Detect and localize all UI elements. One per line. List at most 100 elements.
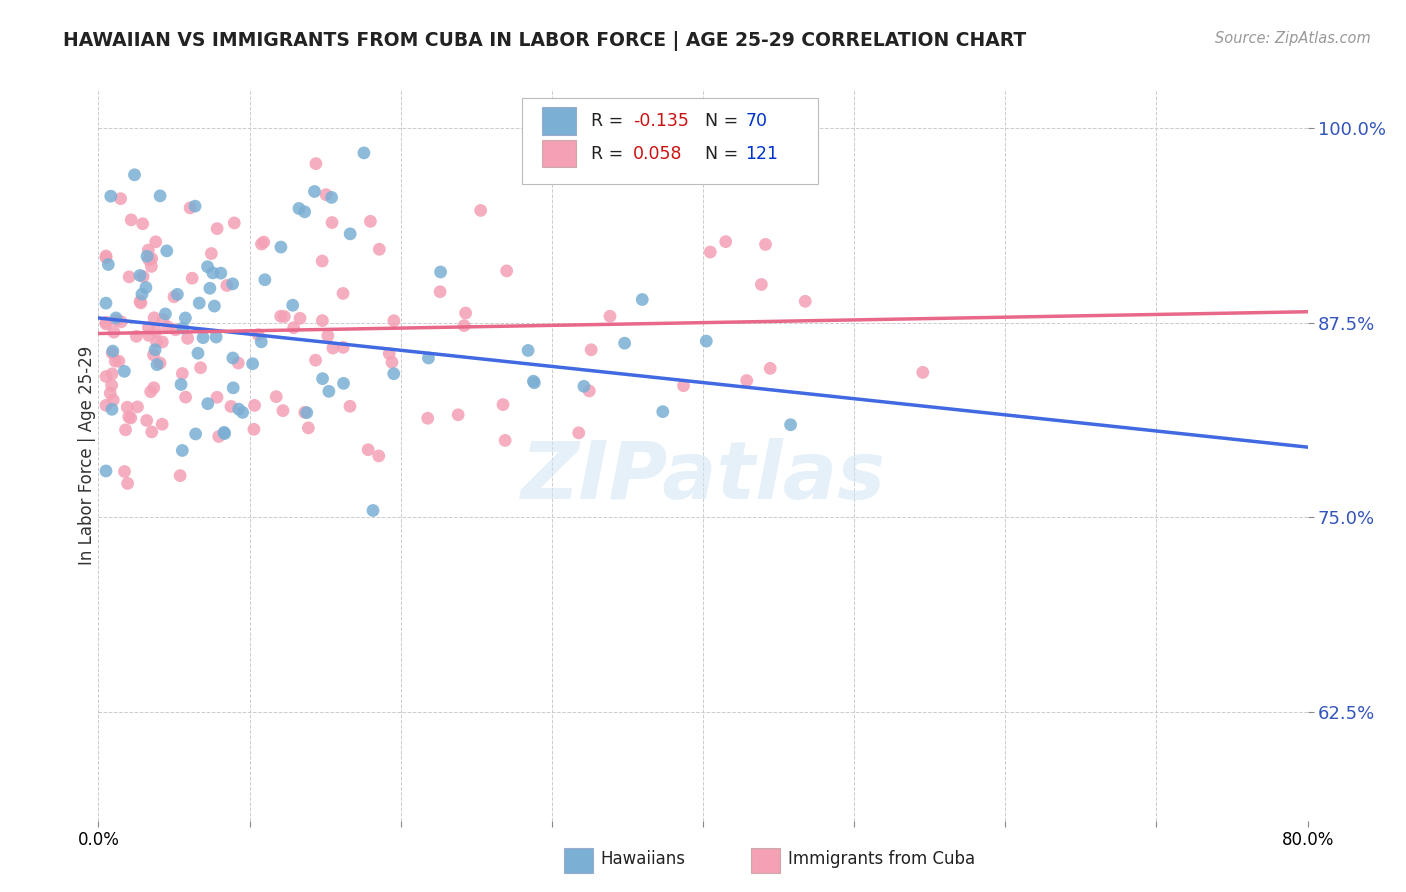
- Point: [145, 235, 167, 249]
- Point: [131, 217, 153, 231]
- Point: [94, 296, 117, 310]
- Point: [243, 422, 266, 436]
- Point: [205, 390, 228, 404]
- Point: [145, 324, 167, 338]
- Point: [190, 360, 212, 375]
- Point: [911, 365, 934, 379]
- Point: [754, 237, 776, 252]
- Text: 0.058: 0.058: [633, 145, 682, 162]
- Point: [127, 400, 149, 414]
- Point: [232, 405, 254, 419]
- Point: [114, 465, 136, 479]
- Point: [305, 156, 328, 170]
- Point: [228, 402, 250, 417]
- Point: [101, 344, 124, 359]
- Point: [332, 376, 354, 391]
- Text: Source: ZipAtlas.com: Source: ZipAtlas.com: [1215, 31, 1371, 46]
- Point: [152, 312, 174, 326]
- Text: 121: 121: [745, 145, 779, 162]
- Point: [120, 212, 142, 227]
- Point: [110, 192, 132, 206]
- Point: [672, 378, 695, 392]
- Point: [170, 377, 193, 392]
- Point: [138, 328, 160, 343]
- Point: [382, 314, 405, 328]
- Point: [149, 356, 172, 370]
- Point: [794, 294, 817, 309]
- Point: [613, 336, 636, 351]
- Point: [157, 320, 180, 334]
- Point: [124, 168, 146, 182]
- Text: HAWAIIAN VS IMMIGRANTS FROM CUBA IN LABOR FORCE | AGE 25-29 CORRELATION CHART: HAWAIIAN VS IMMIGRANTS FROM CUBA IN LABO…: [63, 31, 1026, 51]
- Point: [165, 323, 187, 337]
- Point: [321, 215, 343, 229]
- Point: [751, 277, 773, 292]
- Point: [97, 258, 120, 272]
- Point: [579, 343, 602, 357]
- Point: [163, 290, 186, 304]
- Point: [759, 361, 782, 376]
- Point: [94, 369, 117, 384]
- Point: [250, 334, 273, 349]
- Point: [141, 425, 163, 439]
- Point: [429, 285, 451, 299]
- Point: [357, 442, 380, 457]
- Text: Immigrants from Cuba: Immigrants from Cuba: [787, 850, 974, 869]
- Point: [294, 405, 316, 419]
- Point: [155, 307, 177, 321]
- Point: [172, 321, 194, 335]
- Point: [339, 399, 361, 413]
- Point: [208, 429, 231, 443]
- Point: [311, 371, 333, 385]
- Point: [735, 374, 758, 388]
- Point: [105, 313, 128, 327]
- Y-axis label: In Labor Force | Age 25-29: In Labor Force | Age 25-29: [79, 345, 96, 565]
- Point: [101, 367, 124, 381]
- Point: [578, 384, 600, 398]
- Bar: [543, 140, 576, 168]
- Point: [149, 189, 172, 203]
- Point: [110, 315, 132, 329]
- Point: [138, 252, 160, 267]
- Point: [131, 287, 153, 301]
- Point: [142, 348, 165, 362]
- Text: 70: 70: [745, 112, 768, 129]
- Point: [214, 426, 236, 441]
- Point: [221, 277, 243, 291]
- Point: [138, 320, 160, 334]
- Point: [215, 278, 238, 293]
- Point: [94, 249, 117, 263]
- Point: [353, 145, 375, 160]
- Point: [209, 266, 232, 280]
- Point: [118, 409, 141, 424]
- Point: [188, 296, 211, 310]
- Point: [368, 242, 391, 256]
- Point: [281, 298, 304, 312]
- Point: [136, 243, 159, 257]
- Point: [288, 202, 311, 216]
- Point: [143, 343, 166, 357]
- Point: [184, 199, 207, 213]
- Point: [112, 364, 135, 378]
- Point: [418, 351, 440, 365]
- Point: [187, 346, 209, 360]
- Point: [242, 357, 264, 371]
- Point: [699, 245, 721, 260]
- Point: [295, 406, 318, 420]
- Point: [135, 413, 157, 427]
- Point: [197, 260, 219, 274]
- Point: [651, 405, 673, 419]
- Point: [101, 402, 124, 417]
- Text: Hawaiians: Hawaiians: [600, 850, 685, 869]
- Point: [104, 354, 127, 368]
- Point: [599, 310, 621, 324]
- Point: [191, 331, 214, 345]
- Point: [135, 280, 157, 294]
- Point: [447, 408, 470, 422]
- Bar: [751, 848, 780, 873]
- Point: [132, 269, 155, 284]
- Point: [297, 421, 319, 435]
- Point: [169, 468, 191, 483]
- Point: [222, 381, 245, 395]
- Point: [197, 397, 219, 411]
